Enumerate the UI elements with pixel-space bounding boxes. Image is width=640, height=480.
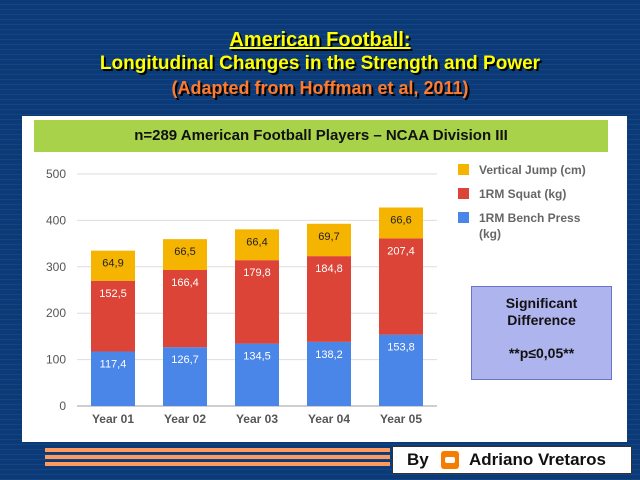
credit-by: By [407,450,429,469]
bar-segment [235,343,279,406]
bar-value-label: 179,8 [243,267,271,279]
author-credit: By Adriano Vretaros [392,446,632,474]
bar-segment [163,347,207,406]
bar-value-label: 207,4 [387,245,415,257]
chart-panel: n=289 American Football Players – NCAA D… [22,116,627,442]
bar-value-label: 66,6 [390,215,411,227]
legend-label: 1RM Bench Press [479,211,581,225]
bar-value-label: 153,8 [387,342,415,354]
x-tick-label: Year 04 [308,412,350,426]
stripe-line [45,448,390,452]
x-tick-label: Year 01 [92,412,134,426]
y-tick-label: 200 [46,306,66,320]
bar-segment [235,260,279,344]
stacked-bar-chart: 0 100 200 300 400 500 117,4 152,5 64,9 Year 01 126… [46,163,586,426]
bar-value-label: 126,7 [171,354,199,366]
legend-label: Vertical Jump (cm) [479,163,586,177]
bar-segment [163,239,207,271]
decorative-stripes [45,448,390,468]
legend-label: 1RM Squat (kg) [479,187,566,201]
bar-segment [307,223,351,257]
bar-value-label: 134,5 [243,351,271,363]
legend-swatch [458,212,469,223]
bar-segment [307,256,351,342]
significance-box: Significant Difference **p≤0,05** [471,286,612,380]
bar-segment [379,334,423,406]
y-tick-label: 100 [46,353,66,367]
bar-value-label: 152,5 [99,288,127,300]
legend-label: (kg) [479,227,501,241]
bar-segment [379,238,423,335]
page-subtitle: Longitudinal Changes in the Strength and… [99,53,541,74]
bar-segment [91,280,135,352]
bar-value-label: 64,9 [102,258,123,270]
legend-swatch [458,188,469,199]
stripe-line [45,455,390,459]
y-tick-label: 300 [46,260,66,274]
title-block: American Football: Longitudinal Changes … [0,28,640,100]
x-tick-label: Year 02 [164,412,206,426]
significance-line-1: Significant [505,295,578,311]
blogger-icon [441,451,459,469]
bar-value-label: 184,8 [315,263,343,275]
credit-author-name: Adriano Vretaros [469,450,606,469]
bar-segment [163,270,207,348]
x-tick-label: Year 05 [380,412,422,426]
bar-value-label: 166,4 [171,277,199,289]
bar-segment [379,207,423,239]
bar-segment [235,229,279,261]
legend-swatch [458,164,469,175]
x-tick-label: Year 03 [236,412,278,426]
bar-value-label: 66,5 [174,246,195,258]
y-tick-label: 0 [59,399,66,413]
y-tick-label: 400 [46,213,66,227]
bar-segment [307,341,351,406]
significance-line-2: Difference [507,312,576,328]
significance-p-value: **p≤0,05** [508,345,575,361]
bar-value-label: 69,7 [318,231,339,243]
stripe-line [45,462,390,466]
source-citation: (Adapted from Hoffman et al, 2011) [171,78,469,98]
sample-banner: n=289 American Football Players – NCAA D… [34,120,608,152]
bar-segment [91,250,135,281]
bar-segment [91,351,135,406]
bar-value-label: 138,2 [315,349,343,361]
page-title: American Football: [229,29,411,51]
bar-value-label: 66,4 [246,236,267,248]
y-tick-label: 500 [46,167,66,181]
bar-value-label: 117,4 [100,359,127,371]
